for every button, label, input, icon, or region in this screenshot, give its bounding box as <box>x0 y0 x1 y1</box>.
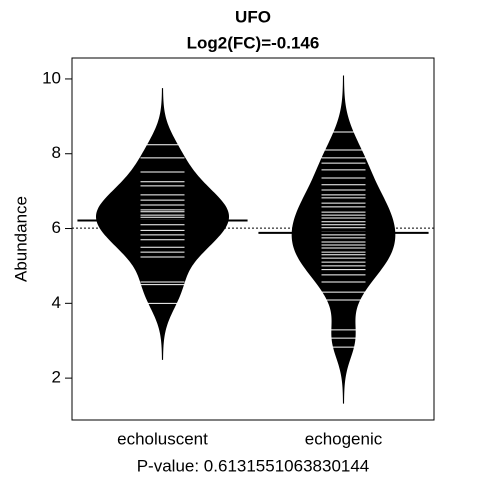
bean <box>95 88 230 360</box>
y-tick-label: 10 <box>42 68 61 87</box>
y-tick-label: 6 <box>52 218 61 237</box>
plot-frame <box>71 57 435 421</box>
chart-title: UFO <box>235 7 271 26</box>
bean <box>291 75 396 404</box>
chart-subtitle: Log2(FC)=-0.146 <box>187 33 320 52</box>
x-tick-label: echoluscent <box>117 429 208 448</box>
annotation: P-value: 0.6131551063830144 <box>137 456 370 475</box>
x-tick-label: echogenic <box>305 429 383 448</box>
y-tick-label: 8 <box>52 143 61 162</box>
y-tick-label: 2 <box>52 368 61 387</box>
y-axis-label: Abundance <box>11 196 30 282</box>
y-tick-label: 4 <box>52 293 61 312</box>
